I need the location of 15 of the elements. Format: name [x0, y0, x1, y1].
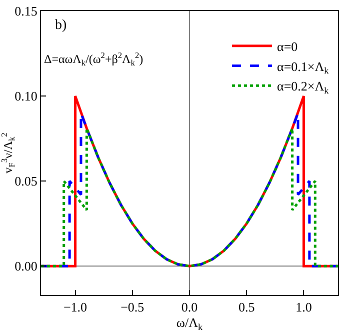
x-axis-title: ω/Λ$_{k}$	[176, 315, 204, 332]
y-tick-label: 0.10	[14, 88, 38, 104]
y-tick-label: 0.00	[14, 258, 38, 274]
annotation: b)	[55, 18, 67, 33]
x-tick-label: 1.0	[296, 300, 312, 315]
legend-label: α=0.1×Λ$_{k}$	[277, 58, 330, 76]
x-tick-label: 0.5	[238, 300, 255, 315]
text: Δ=αωΛ$_{k}$/(ω$^{2}$+β$^{2}$Λ$_{k}$$^{2}$)	[44, 51, 144, 68]
x-tick-label: 0.0	[181, 300, 198, 315]
y-tick-label: 0.05	[14, 174, 38, 189]
x-tick-label: −1.0	[63, 300, 88, 315]
y-tick-label: 0.15	[14, 4, 38, 19]
legend-label: α=0.2×Λ$_{k}$	[277, 78, 330, 96]
legend-label: α=0	[277, 38, 298, 54]
x-tick-label: −0.5	[120, 300, 144, 315]
